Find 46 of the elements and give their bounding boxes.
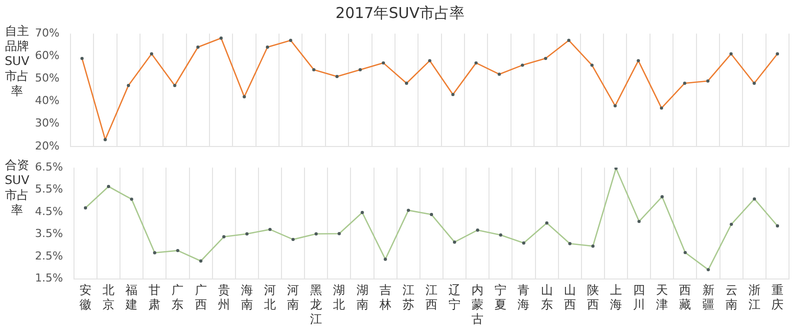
- x-tick-label: 湖北: [333, 283, 346, 312]
- x-tick-label: 云南: [725, 283, 738, 312]
- x-tick-label: 广西: [194, 283, 207, 312]
- x-tick-label: 西藏: [679, 283, 692, 312]
- x-tick-label: 湖南: [356, 283, 368, 312]
- y-tick-label: 5.5%: [34, 182, 63, 196]
- x-tick-label: 重庆: [771, 283, 784, 312]
- x-tick-label: 广东: [172, 283, 184, 312]
- y-tick-label: 50%: [34, 72, 60, 85]
- x-tick-label: 贵州: [218, 283, 230, 312]
- x-tick-label: 辽宁: [448, 283, 461, 312]
- chart-title: 2017年SUV市占率: [334, 4, 466, 23]
- x-tick-label: 江西: [425, 283, 438, 312]
- x-tick-label: 山西: [564, 283, 576, 312]
- x-tick-label: 宁夏: [494, 283, 507, 312]
- x-tick-label: 吉林: [378, 283, 392, 312]
- y-tick-label: 6.5%: [34, 160, 63, 174]
- x-tick-label: 河北: [264, 283, 276, 312]
- y-tick-label: 20%: [34, 139, 60, 152]
- x-tick-label: 黑龙江: [310, 283, 322, 326]
- x-tick-label: 安徽: [79, 283, 92, 312]
- x-tick-label: 天津: [656, 283, 668, 312]
- y-tick-label: 3.5%: [34, 227, 63, 240]
- y-tick-label: 70%: [34, 26, 60, 40]
- y-tick-label: 60%: [34, 49, 60, 62]
- x-tick-label: 福建: [124, 283, 138, 312]
- x-tick-label: 江苏: [402, 283, 414, 312]
- x-tick-label: 海南: [240, 283, 253, 312]
- x-tick-label: 浙江: [748, 283, 760, 312]
- y-tick-label: 4.5%: [34, 204, 63, 218]
- x-tick-label: 四川: [633, 283, 646, 312]
- x-tick-label: 青海: [518, 283, 530, 312]
- x-tick-label: 内蒙古: [472, 283, 484, 326]
- x-tick-label: 北京: [102, 283, 115, 312]
- y-tick-label: 1.5%: [34, 272, 63, 285]
- x-tick-label: 甘肃: [148, 283, 161, 312]
- y-axis-title: 合资SUV市占率: [4, 158, 30, 218]
- y-tick-label: 30%: [34, 116, 60, 130]
- x-tick-label: 河南: [287, 283, 300, 312]
- x-tick-label: 上海: [610, 283, 622, 312]
- y-tick-label: 40%: [34, 94, 60, 108]
- x-tick-label: 陕西: [586, 283, 599, 312]
- y-axis-title: 自主品牌SUV市占率: [4, 24, 30, 99]
- x-tick-label: 山东: [540, 283, 553, 312]
- y-tick-label: 2.5%: [34, 249, 63, 262]
- x-tick-label: 新疆: [702, 283, 714, 312]
